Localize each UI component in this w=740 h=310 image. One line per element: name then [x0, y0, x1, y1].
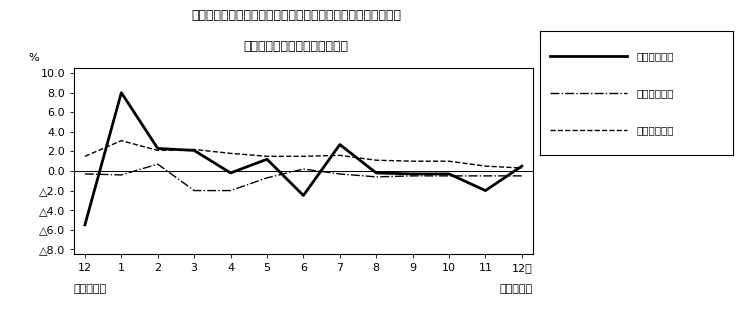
現金給与総額	[81, 223, 90, 227]
常用雇用指数	[517, 166, 526, 170]
現金給与総額	[299, 194, 308, 197]
Text: 平成２３年: 平成２３年	[500, 285, 533, 294]
現金給与総額	[153, 147, 162, 150]
常用雇用指数	[189, 148, 198, 151]
Text: 常用雇用指数: 常用雇用指数	[636, 125, 674, 135]
常用雇用指数	[408, 159, 417, 163]
現金給与総額	[189, 148, 198, 152]
現金給与総額	[481, 189, 490, 193]
Text: 第４図　賃金、労働時間、常用雇用指数　対前年同月比の推移: 第４図 賃金、労働時間、常用雇用指数 対前年同月比の推移	[191, 9, 401, 22]
常用雇用指数	[81, 154, 90, 158]
総実労働時間	[153, 162, 162, 166]
現金給与総額	[408, 172, 417, 176]
総実労働時間	[117, 173, 126, 177]
総実労働時間	[517, 174, 526, 178]
現金給与総額	[335, 143, 344, 146]
Text: 総実労働時間: 総実労働時間	[636, 88, 674, 98]
現金給与総額	[371, 171, 380, 175]
総実労働時間	[189, 189, 198, 193]
総実労働時間	[408, 174, 417, 178]
総実労働時間	[299, 167, 308, 171]
常用雇用指数	[445, 159, 454, 163]
常用雇用指数	[371, 158, 380, 162]
現金給与総額	[117, 91, 126, 95]
総実労働時間	[226, 189, 235, 193]
Text: （規模５人以上　調査産業計）: （規模５人以上 調査産業計）	[243, 40, 349, 53]
総実労働時間	[481, 174, 490, 178]
総実労働時間	[445, 174, 454, 178]
常用雇用指数	[481, 164, 490, 168]
Line: 総実労働時間: 総実労働時間	[85, 164, 522, 191]
常用雇用指数	[153, 148, 162, 152]
現金給与総額	[445, 172, 454, 176]
常用雇用指数	[263, 154, 272, 158]
総実労働時間	[335, 172, 344, 176]
総実労働時間	[371, 175, 380, 179]
常用雇用指数	[117, 139, 126, 143]
常用雇用指数	[299, 154, 308, 158]
Text: 現金給与総額: 現金給与総額	[636, 51, 674, 61]
Line: 常用雇用指数: 常用雇用指数	[85, 141, 522, 168]
Text: %: %	[28, 53, 38, 63]
Line: 現金給与総額: 現金給与総額	[85, 93, 522, 225]
現金給与総額	[226, 171, 235, 175]
Text: 平成２２年: 平成２２年	[74, 285, 107, 294]
常用雇用指数	[335, 153, 344, 157]
現金給与総額	[263, 157, 272, 161]
総実労働時間	[263, 176, 272, 180]
総実労働時間	[81, 172, 90, 176]
常用雇用指数	[226, 152, 235, 155]
現金給与総額	[517, 164, 526, 168]
